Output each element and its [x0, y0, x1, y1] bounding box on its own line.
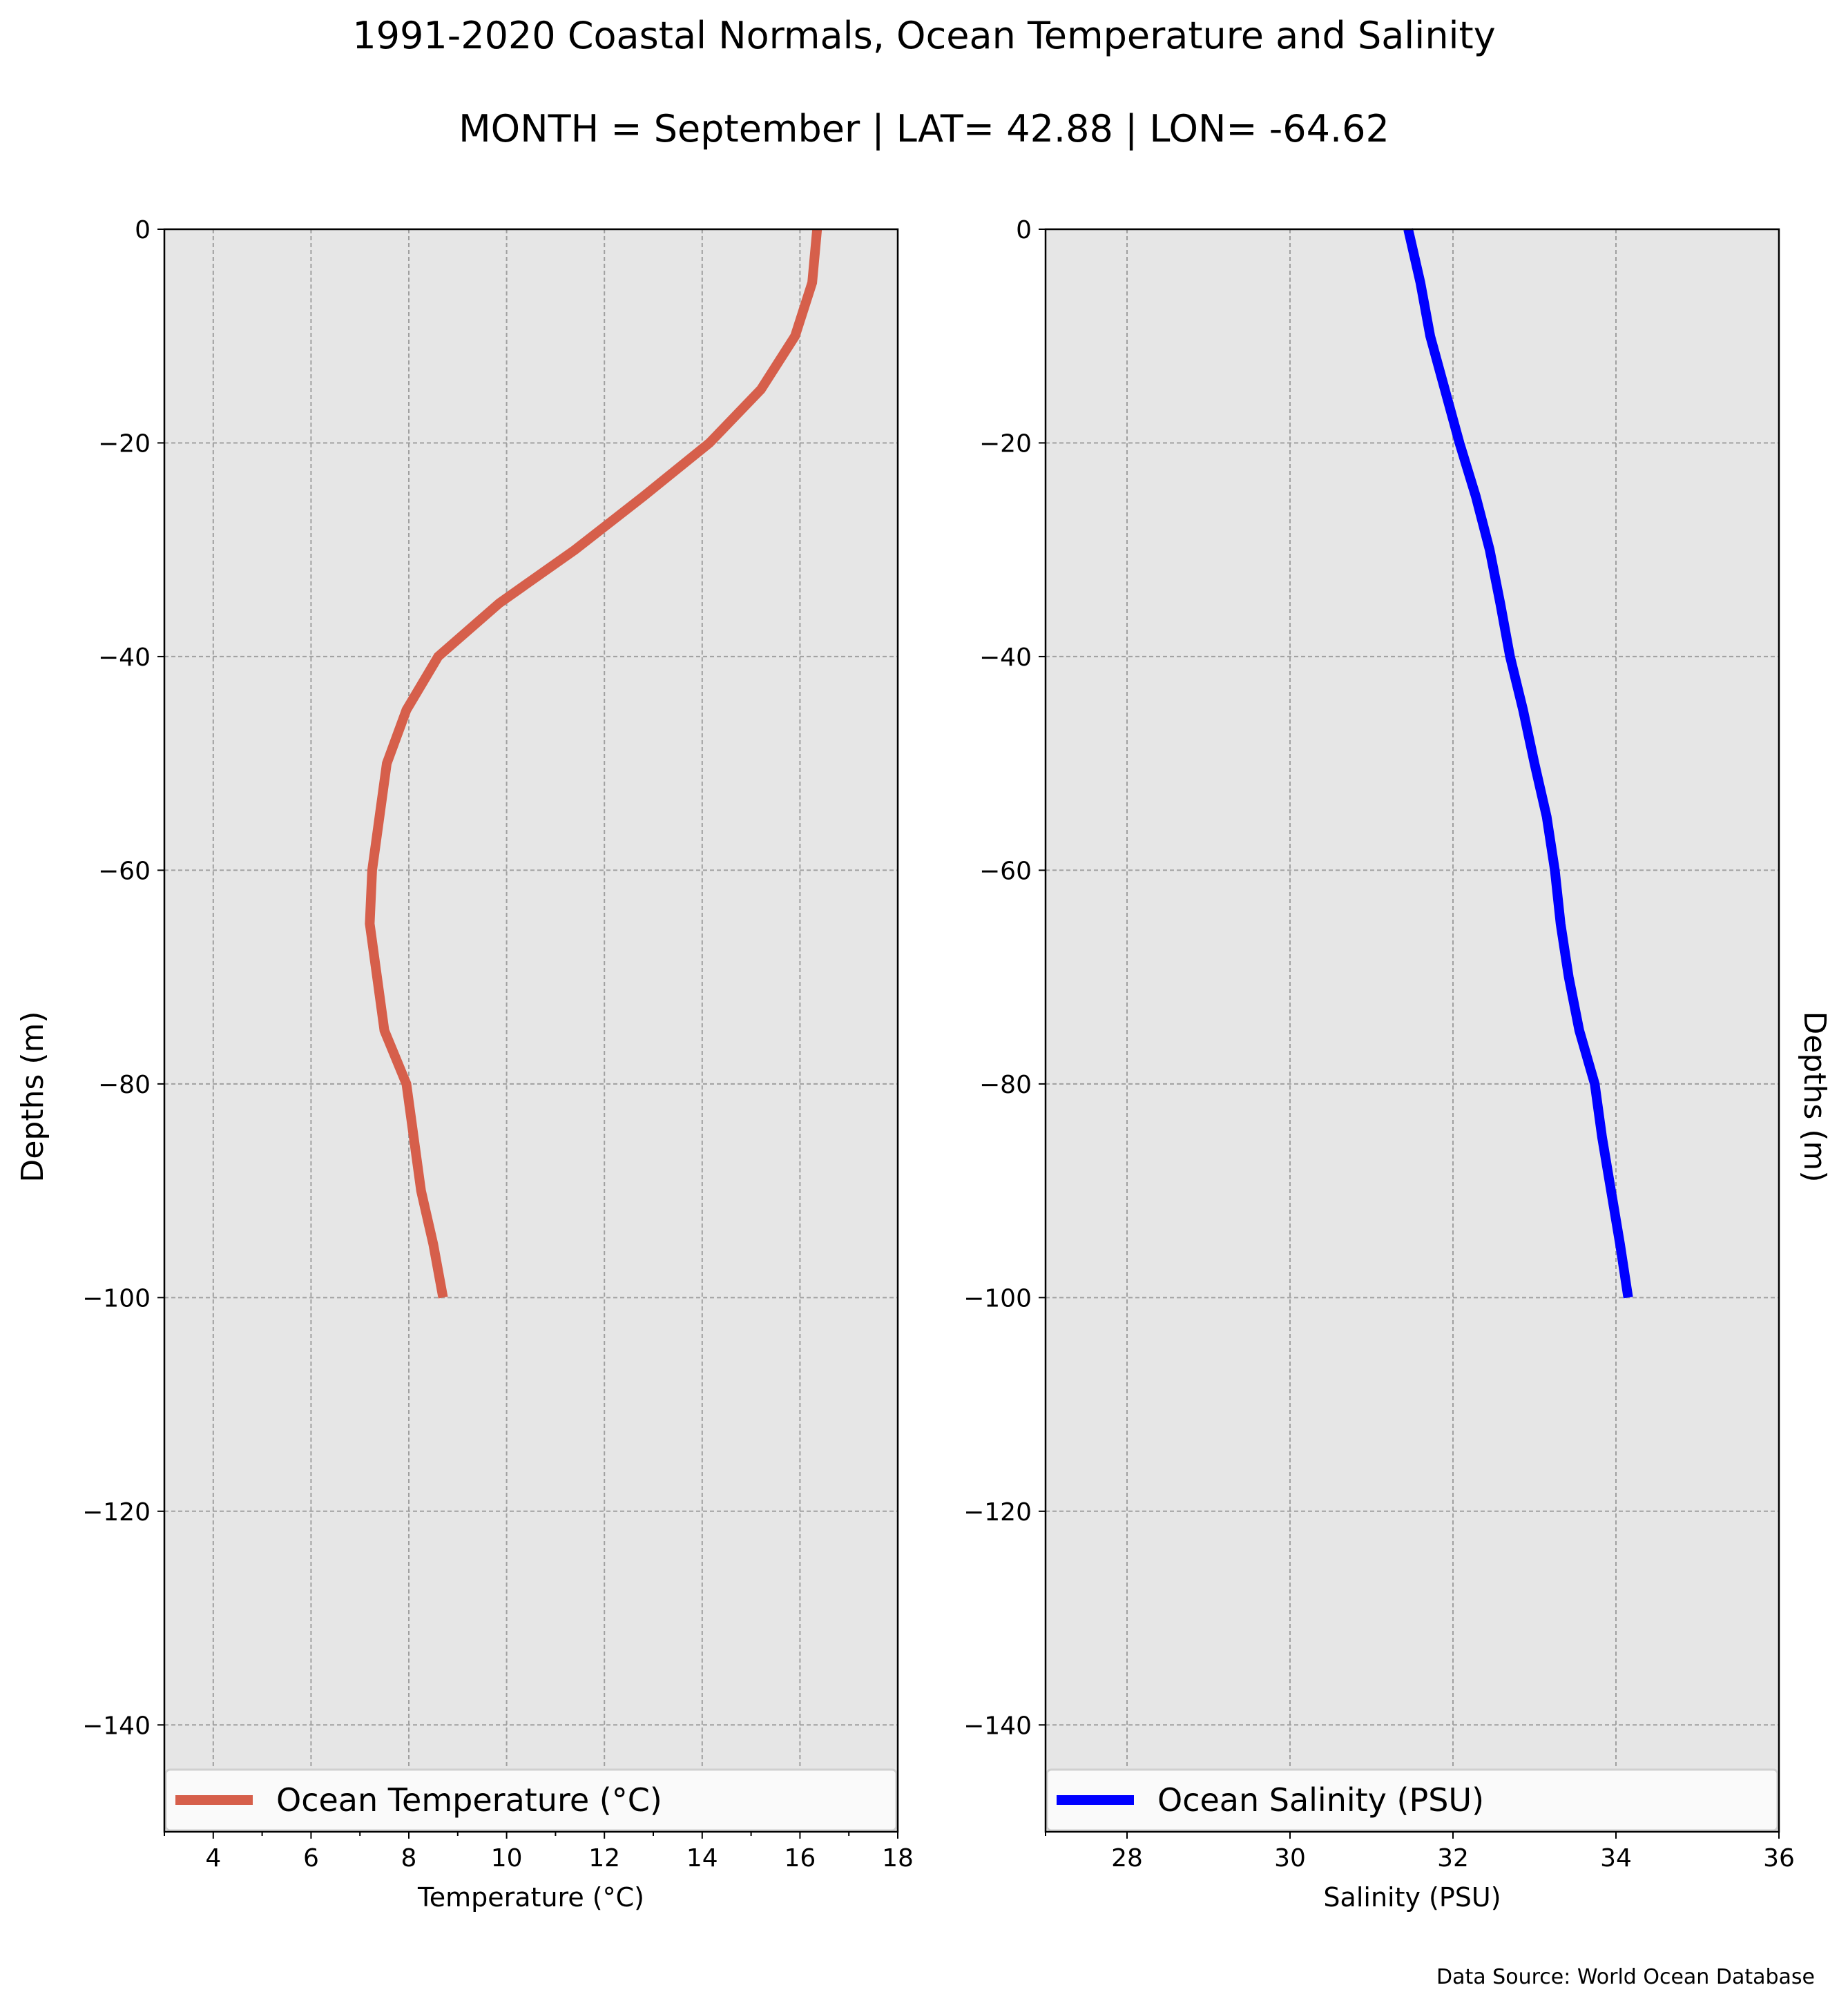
y-tick-label: 0 [135, 216, 151, 244]
x-tick-label: 14 [686, 1844, 718, 1873]
y-tick-label: −140 [82, 1712, 151, 1740]
y-tick-label: −100 [963, 1284, 1032, 1313]
x-axis-label: Salinity (PSU) [1323, 1882, 1501, 1913]
legend-box [1046, 1768, 1779, 1832]
y-axis-label: Depths (m) [1797, 1011, 1832, 1182]
plot-area [164, 229, 898, 1832]
chart-panel-1: Ocean Temperature (°C) 4 6 8 10 12 14 16 18 0 −20 −… [15, 216, 914, 1913]
x-tick-label: 16 [784, 1844, 816, 1873]
y-tick-label: −140 [963, 1712, 1032, 1740]
legend-label: Ocean Salinity (PSU) [1157, 1781, 1484, 1819]
y-tick-label: −60 [979, 857, 1032, 885]
y-tick-label: −60 [98, 857, 151, 885]
x-tick-label: 8 [401, 1844, 417, 1873]
y-tick-label: −100 [82, 1284, 151, 1313]
y-tick-label: −20 [98, 429, 151, 458]
y-axis-label: Depths (m) [15, 1011, 50, 1182]
plot-frame [1044, 228, 1780, 1833]
x-tick-label: 36 [1763, 1844, 1795, 1873]
x-tick-label: 10 [491, 1844, 523, 1873]
figure-title: 1991-2020 Coastal Normals, Ocean Tempera… [352, 14, 1495, 57]
x-tick-label: 4 [205, 1844, 221, 1873]
x-tick-label: 32 [1437, 1844, 1469, 1873]
y-tick-label: −120 [963, 1498, 1032, 1527]
y-tick-label: −20 [979, 429, 1032, 458]
plot-frame [163, 228, 899, 1833]
x-tick-label: 30 [1274, 1844, 1306, 1873]
chart-panels: Ocean Temperature (°C) 4 6 8 10 12 14 16 18 0 −20 −… [15, 216, 1832, 1913]
series-line [365, 229, 822, 1299]
figure-subtitle: MONTH = September | LAT= 42.88 | LON= -6… [459, 107, 1389, 151]
y-tick-label: −40 [98, 644, 151, 672]
y-tick-label: −80 [979, 1071, 1032, 1099]
x-tick-label: 6 [303, 1844, 319, 1873]
x-tick-label: 34 [1600, 1844, 1632, 1873]
x-tick-label: 12 [588, 1844, 620, 1873]
legend-box [164, 1768, 898, 1832]
plot-area [1046, 229, 1779, 1832]
series-line [1403, 228, 1633, 1299]
legend-label: Ocean Temperature (°C) [276, 1781, 662, 1819]
y-tick-label: −120 [82, 1498, 151, 1527]
y-tick-label: −80 [98, 1071, 151, 1099]
y-tick-label: −40 [979, 644, 1032, 672]
y-tick-label: 0 [1016, 216, 1032, 244]
chart-panel-2: Ocean Salinity (PSU) 28 30 32 34 36 0 −20 −40 −60… [963, 216, 1832, 1913]
x-tick-label: 28 [1111, 1844, 1143, 1873]
data-source-note: Data Source: World Ocean Database [1436, 1965, 1815, 1989]
x-axis-label: Temperature (°C) [417, 1882, 644, 1913]
x-tick-label: 18 [882, 1844, 914, 1873]
